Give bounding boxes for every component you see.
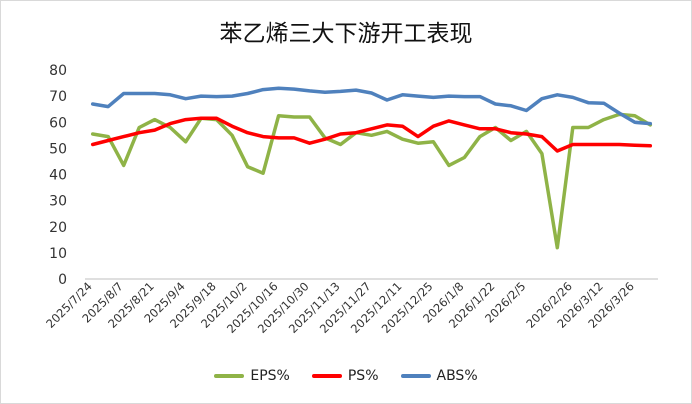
y-tick-label: 10 — [49, 246, 67, 262]
y-tick-label: 50 — [49, 141, 67, 157]
chart-title: 苯乙烯三大下游开工表现 — [219, 21, 473, 47]
legend: EPS% PS% ABS% — [0, 368, 692, 384]
legend-swatch-abs — [400, 374, 431, 378]
series-line-ps — [90, 116, 653, 153]
y-tick-label: 60 — [49, 115, 67, 131]
y-tick-label: 20 — [49, 220, 67, 236]
y-tick-label: 80 — [49, 63, 67, 79]
y-tick-label: 0 — [58, 272, 67, 288]
legend-item-abs: ABS% — [400, 368, 478, 384]
legend-swatch-ps — [311, 374, 342, 378]
legend-label-abs: ABS% — [436, 368, 478, 384]
legend-label-ps: PS% — [347, 368, 379, 384]
legend-item-ps: PS% — [311, 368, 379, 384]
y-tick-label: 30 — [49, 194, 67, 210]
series-line-eps — [90, 112, 653, 250]
series-line-abs — [90, 86, 653, 126]
legend-item-eps: EPS% — [214, 368, 290, 384]
legend-label-eps: EPS% — [250, 368, 290, 384]
legend-swatch-eps — [214, 374, 245, 378]
y-tick-label: 70 — [49, 89, 67, 105]
y-tick-label: 40 — [49, 168, 67, 184]
